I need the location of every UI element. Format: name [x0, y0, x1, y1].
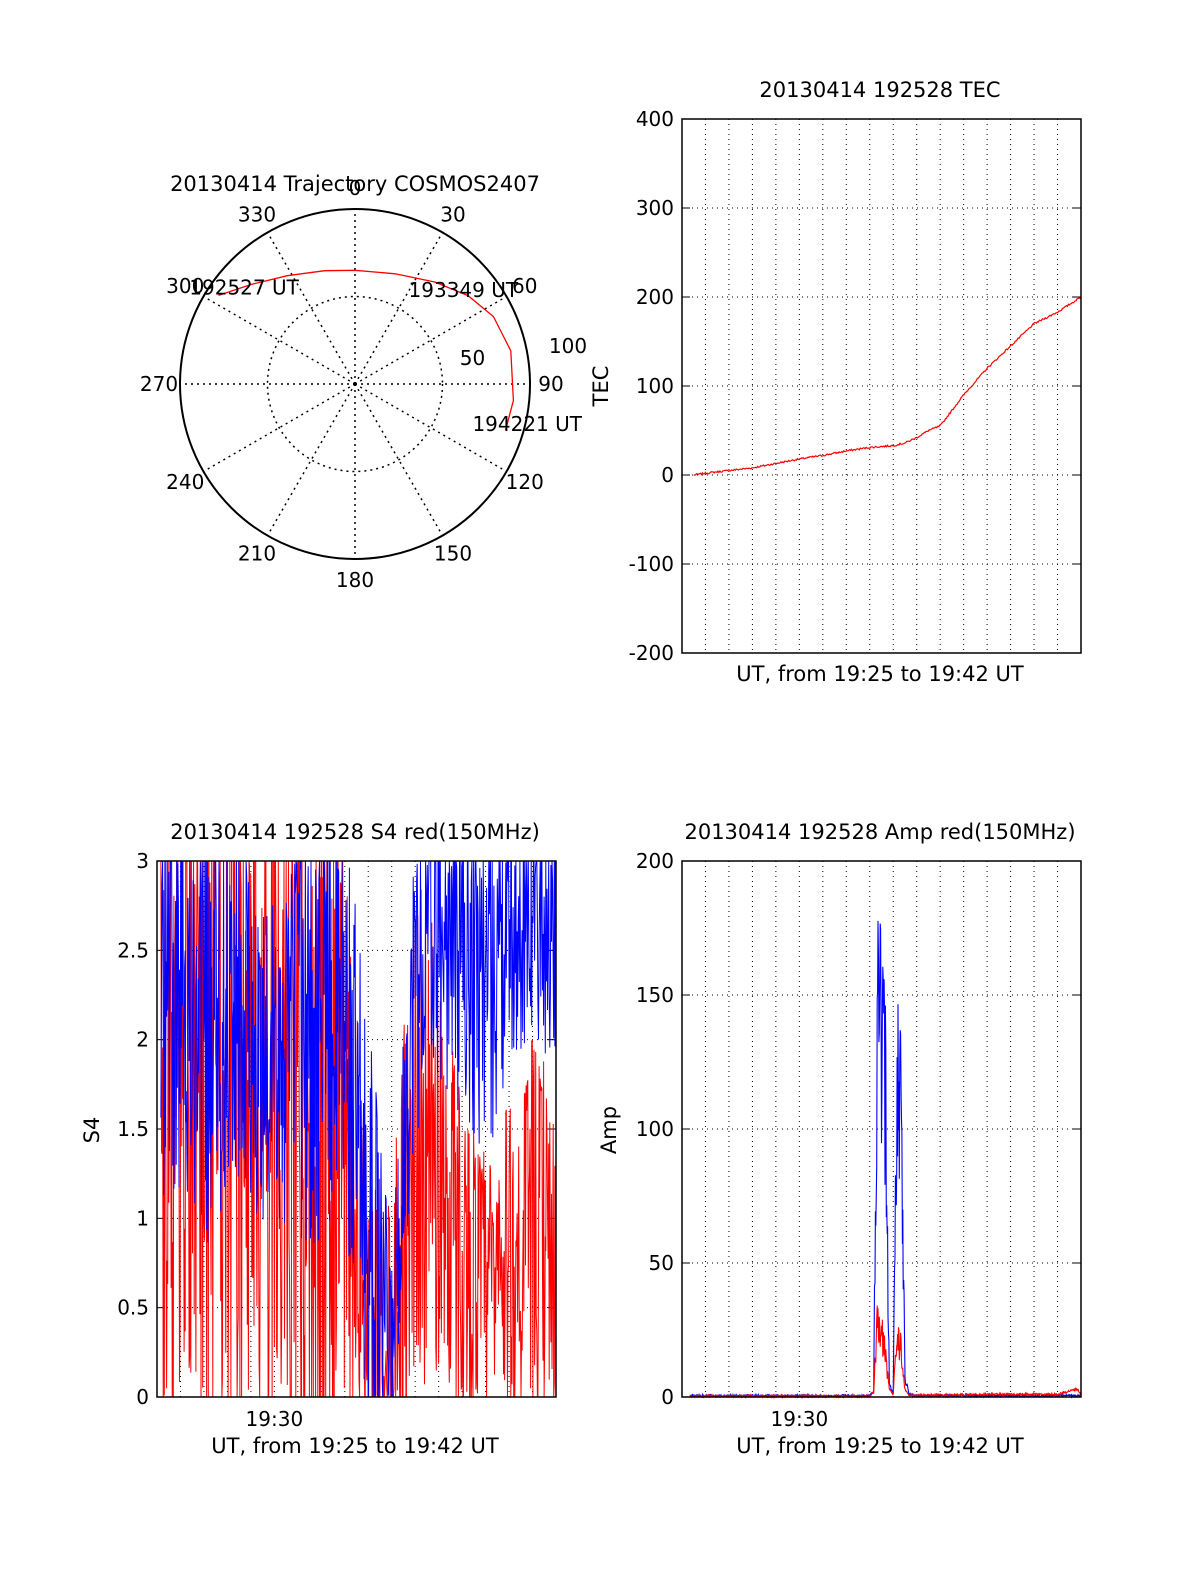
ytick-label: -200 [629, 641, 674, 665]
ytick-label: 100 [636, 374, 674, 398]
s4-ylabel: S4 [80, 1117, 104, 1144]
ytick-label: 2.5 [117, 938, 149, 962]
plot-frame [681, 860, 1082, 1398]
azimuth-label-30: 30 [440, 202, 465, 226]
time-label-0: 192527 UT [189, 276, 299, 300]
radial-label-100: 100 [549, 334, 587, 358]
ytick-label: 1 [136, 1206, 149, 1230]
azimuth-label-210: 210 [238, 542, 276, 566]
xtick-label: 19:30 [771, 1407, 829, 1431]
ytick-label: 2 [136, 1028, 149, 1052]
spoke-60 [354, 295, 507, 385]
trajectory-track [218, 269, 515, 431]
tec-title: 20130414 192528 TEC [759, 78, 1000, 102]
plot-frame [681, 118, 1082, 654]
spoke-30 [354, 232, 444, 385]
azimuth-label-270: 270 [140, 372, 178, 396]
ytick-label: 3 [136, 849, 149, 873]
ytick-label: 200 [636, 285, 674, 309]
s4-plot: 20130414 192528 S4 red(150MHz) UT, from … [80, 820, 557, 1458]
amp-xlabel: UT, from 19:25 to 19:42 UT [736, 1434, 1024, 1458]
amp-ylabel: Amp [597, 1106, 621, 1154]
radial-label-50: 50 [460, 346, 485, 370]
ytick-label: 50 [649, 1251, 674, 1275]
spoke-120 [354, 383, 507, 473]
ytick-label: 300 [636, 196, 674, 220]
xtick-label: 19:30 [246, 1407, 304, 1431]
ytick-label: 0 [661, 463, 674, 487]
time-label-1: 193349 UT [409, 278, 519, 302]
inner-circle [266, 295, 444, 473]
spoke-300 [203, 295, 356, 385]
tec-xlabel: UT, from 19:25 to 19:42 UT [736, 662, 1024, 686]
spoke-240 [203, 383, 356, 473]
ytick-label: 0.5 [117, 1296, 149, 1320]
tec-ylabel: TEC [589, 366, 613, 408]
plot-frame [156, 860, 557, 1398]
ytick-label: 0 [661, 1385, 674, 1409]
azimuth-label-300: 300 [166, 274, 204, 298]
tec-series-line [693, 296, 1082, 476]
ytick-label: 150 [636, 983, 674, 1007]
trajectory-title: 20130414 Trajectory COSMOS2407 [170, 172, 540, 196]
ytick-label: 100 [636, 1117, 674, 1141]
polar-grid [179, 208, 531, 560]
trajectory-polar-plot: 20130414 Trajectory COSMOS2407 0 30 60 90 12… [140, 172, 587, 592]
azimuth-label-60: 60 [512, 274, 537, 298]
azimuth-label-240: 240 [166, 470, 204, 494]
trajectory-line [218, 269, 515, 431]
azimuth-label-150: 150 [434, 542, 472, 566]
azimuth-label-120: 120 [506, 470, 544, 494]
s4-xlabel: UT, from 19:25 to 19:42 UT [211, 1434, 499, 1458]
ytick-label: 0 [136, 1385, 149, 1409]
ytick-label: 1.5 [117, 1117, 149, 1141]
polar-labels: 0 30 60 90 120 150 180 210 240 270 300 330 50 100 1925… [140, 176, 587, 592]
ytick-label: -100 [629, 552, 674, 576]
spoke-210 [266, 383, 356, 536]
amp-blue-series [689, 920, 1082, 1399]
time-label-2: 194221 UT [472, 412, 582, 436]
tec-plot: 20130414 192528 TEC UT, from 19:25 to 19… [589, 78, 1082, 686]
azimuth-label-90: 90 [538, 372, 563, 396]
ytick-label: 200 [636, 849, 674, 873]
amp-plot: 20130414 192528 Amp red(150MHz) UT, from… [597, 820, 1082, 1458]
s4-title: 20130414 192528 S4 red(150MHz) [170, 820, 540, 844]
spoke-150 [354, 383, 444, 536]
azimuth-label-0: 0 [349, 176, 362, 200]
azimuth-label-330: 330 [238, 202, 276, 226]
amp-title: 20130414 192528 Amp red(150MHz) [684, 820, 1075, 844]
azimuth-label-180: 180 [336, 568, 374, 592]
spoke-330 [266, 232, 356, 385]
ytick-label: 400 [636, 107, 674, 131]
